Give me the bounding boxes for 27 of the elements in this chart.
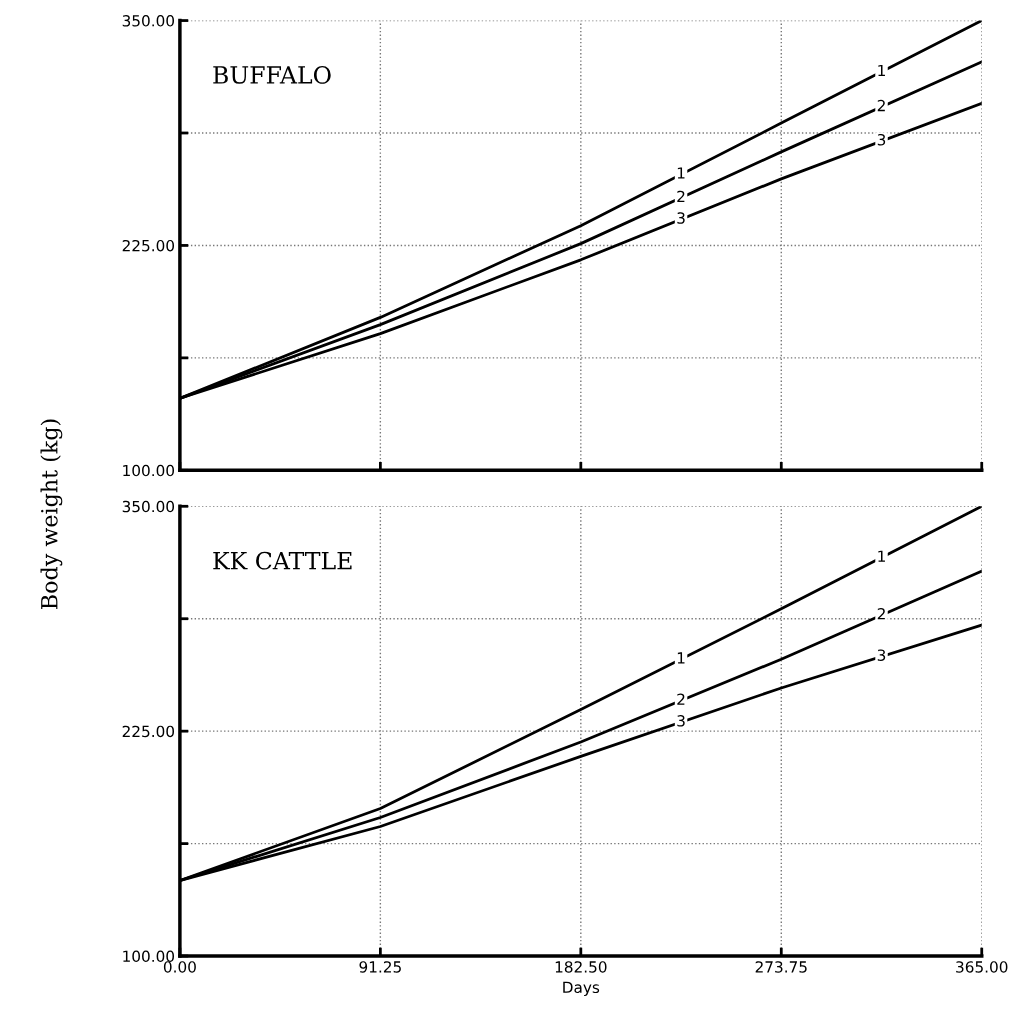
x-tick-label: 182.50 [555, 961, 607, 973]
series-label: 1 [677, 652, 685, 664]
x-tick-label: 91.25 [359, 961, 401, 973]
x-tick-label: 365.00 [956, 961, 1008, 973]
series-label: 3 [677, 715, 685, 727]
x-tick-label: 0.00 [163, 961, 196, 973]
series-label: 3 [877, 133, 886, 146]
text: 2 [677, 693, 685, 705]
series-label: 2 [877, 608, 885, 620]
series-label: 1 [677, 167, 685, 179]
text: 2 [677, 190, 685, 202]
y-tick-label: 225.00 [122, 725, 175, 738]
text: 1 [878, 64, 885, 77]
y-axis-title: Body weight (kg) [40, 419, 63, 609]
series-label: 2 [877, 99, 885, 112]
text: 3 [877, 649, 886, 661]
x-tick-label: 273.75 [755, 961, 807, 973]
text: 3 [677, 212, 685, 224]
y-tick-label: 350.00 [122, 500, 175, 513]
text: 1 [878, 550, 885, 562]
y-tick-label: 350.00 [122, 15, 175, 27]
y-tick-label: 100.00 [123, 950, 175, 963]
y-tick-label: 100.00 [123, 464, 175, 477]
y-tick-label: 225.00 [122, 239, 175, 252]
x-axis-title: Days [563, 981, 600, 997]
text: BUFFALO [213, 66, 331, 84]
text: KK CATTLE [213, 551, 352, 570]
